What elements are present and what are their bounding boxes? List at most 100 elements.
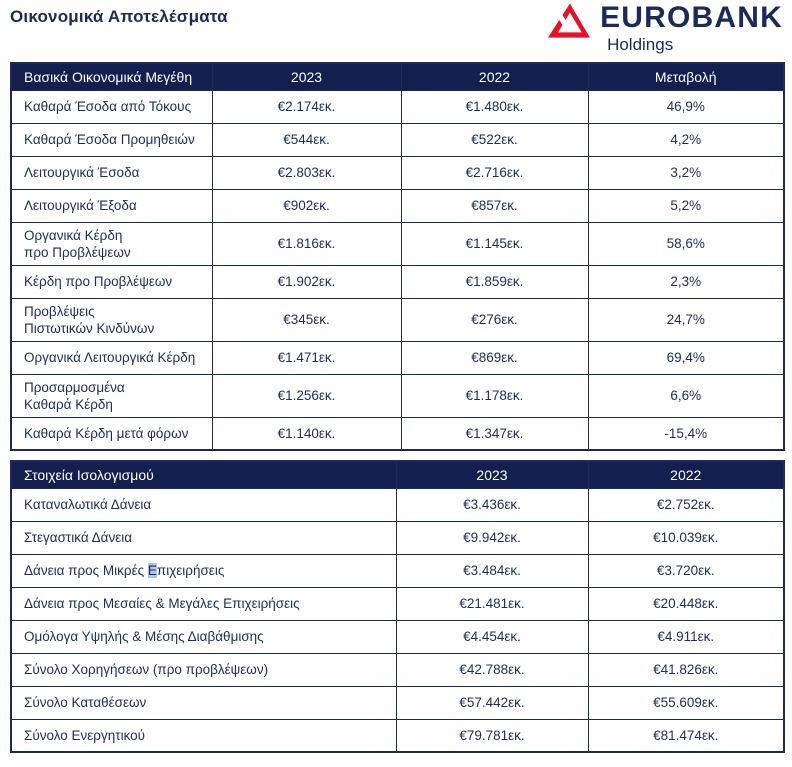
selected-character: Ε [147, 563, 157, 578]
value-2023-cell: €3.484εκ. [395, 553, 589, 588]
row-label-cell: Καθαρά Έσοδα Προμηθειών [10, 122, 213, 157]
results-row: Προβλέψεις Πιστωτικών Κινδύνων €345εκ. €27… [10, 297, 785, 342]
value-2022-cell: €1.347εκ. [400, 416, 589, 451]
logo-subtitle-text: Holdings [607, 35, 674, 54]
balance-header-row: Στοιχεία Ισολογισμού 2023 2022 [10, 460, 785, 489]
value-2022-cell: €81.474εκ. [587, 718, 785, 753]
value-2023-cell: €4.454εκ. [395, 619, 589, 654]
row-label-cell: Οργανικά Λειτουργικά Κέρδη [10, 340, 213, 375]
results-row: Καθαρά Έσοδα από Τόκους €2.174εκ. €1.480εκ… [10, 89, 785, 124]
value-2022-cell: €10.039εκ. [587, 520, 785, 555]
results-row: Κέρδη προ Προβλέψεων €1.902εκ. €1.859εκ. 2,… [10, 264, 785, 299]
row-label-cell: Ομόλογα Υψηλής & Μέσης Διαβάθμισης [10, 619, 397, 654]
balance-row: Σύνολο Καταθέσεων €57.442εκ. €55.609εκ. [10, 685, 785, 720]
balance-header-2022: 2022 [587, 460, 785, 489]
change-percent-cell: 4,2% [587, 122, 785, 157]
results-header-row: Βασικά Οικονομικά Μεγέθη 2023 2022 Μεταβ… [10, 62, 785, 91]
value-2023-cell: €1.256εκ. [211, 373, 402, 418]
logo-brand-text: EUROBANK [600, 1, 783, 34]
balance-header-label: Στοιχεία Ισολογισμού [10, 460, 397, 489]
value-2022-cell: €857εκ. [400, 188, 589, 223]
value-2023-cell: €57.442εκ. [395, 685, 589, 720]
eurobank-logo: EUROBANK Holdings [547, 1, 783, 55]
balance-row: Καταναλωτικά Δάνεια €3.436εκ. €2.752εκ. [10, 487, 785, 522]
results-row: Καθαρά Έσοδα Προμηθειών €544εκ. €522εκ. 4,2… [10, 122, 785, 157]
change-percent-cell: 46,9% [587, 89, 785, 124]
value-2022-cell: €55.609εκ. [587, 685, 785, 720]
results-row: Καθαρά Κέρδη μετά φόρων €1.140εκ. €1.347εκ… [10, 416, 785, 451]
change-percent-cell: 24,7% [587, 297, 785, 342]
value-2022-cell: €2.752εκ. [587, 487, 785, 522]
row-label-cell: Προσαρμοσμένα Καθαρά Κέρδη [10, 373, 213, 418]
value-2022-cell: €1.178εκ. [400, 373, 589, 418]
value-2023-cell: €42.788εκ. [395, 652, 589, 687]
results-row: Προσαρμοσμένα Καθαρά Κέρδη €1.256εκ. €1.17… [10, 373, 785, 418]
value-2022-cell: €1.480εκ. [400, 89, 589, 124]
eurobank-triangle-icon [547, 3, 591, 38]
change-percent-cell: 58,6% [587, 221, 785, 266]
results-table-body: Καθαρά Έσοδα από Τόκους €2.174εκ. €1.480εκ… [10, 89, 785, 451]
change-percent-cell: -15,4% [587, 416, 785, 451]
value-2023-cell: €2.803εκ. [211, 155, 402, 190]
value-2023-cell: €21.481εκ. [395, 586, 589, 621]
value-2023-cell: €3.436εκ. [395, 487, 589, 522]
row-label-cell: Σύνολο Καταθέσεων [10, 685, 397, 720]
row-label-cell: Δάνεια προς Μεσαίες & Μεγάλες Επιχειρήσε… [10, 586, 397, 621]
value-2023-cell: €1.140εκ. [211, 416, 402, 451]
value-2022-cell: €3.720εκ. [587, 553, 785, 588]
change-percent-cell: 69,4% [587, 340, 785, 375]
balance-row: Δάνεια προς Μεσαίες & Μεγάλες Επιχειρήσε… [10, 586, 785, 621]
results-row: Οργανικά Κέρδη προ Προβλέψεων €1.816εκ. €1… [10, 221, 785, 266]
results-header-2022: 2022 [400, 62, 589, 91]
change-percent-cell: 3,2% [587, 155, 785, 190]
row-label-cell: Κέρδη προ Προβλέψεων [10, 264, 213, 299]
value-2022-cell: €276εκ. [400, 297, 589, 342]
results-header-change: Μεταβολή [587, 62, 785, 91]
change-percent-cell: 5,2% [587, 188, 785, 223]
value-2023-cell: €902εκ. [211, 188, 402, 223]
balance-row: Σύνολο Χορηγήσεων (προ προβλέψεων) €42.78… [10, 652, 785, 687]
balance-row: Σύνολο Ενεργητικού €79.781εκ. €81.474εκ. [10, 718, 785, 753]
balance-row: Δάνεια προς Μικρές Επιχειρήσεις €3.484εκ.… [10, 553, 785, 588]
results-header-label: Βασικά Οικονομικά Μεγέθη [10, 62, 213, 91]
balance-header-2023: 2023 [395, 460, 589, 489]
row-label-cell: Καθαρά Έσοδα από Τόκους [10, 89, 213, 124]
value-2022-cell: €2.716εκ. [400, 155, 589, 190]
value-2023-cell: €79.781εκ. [395, 718, 589, 753]
value-2022-cell: €522εκ. [400, 122, 589, 157]
row-label-cell: Οργανικά Κέρδη προ Προβλέψεων [10, 221, 213, 266]
value-2022-cell: €4.911εκ. [587, 619, 785, 654]
value-2022-cell: €41.826εκ. [587, 652, 785, 687]
value-2022-cell: €20.448εκ. [587, 586, 785, 621]
results-row: Λειτουργικά Έξοδα €902εκ. €857εκ. 5,2% [10, 188, 785, 223]
page-title: Οικονομικά Αποτελέσματα [10, 7, 228, 26]
results-row: Οργανικά Λειτουργικά Κέρδη €1.471εκ. €869ε… [10, 340, 785, 375]
row-label-cell: Καταναλωτικά Δάνεια [10, 487, 397, 522]
value-2023-cell: €1.816εκ. [211, 221, 402, 266]
value-2023-cell: €9.942εκ. [395, 520, 589, 555]
change-percent-cell: 2,3% [587, 264, 785, 299]
results-row: Λειτουργικά Έσοδα €2.803εκ. €2.716εκ. 3,2% [10, 155, 785, 190]
change-percent-cell: 6,6% [587, 373, 785, 418]
value-2022-cell: €869εκ. [400, 340, 589, 375]
value-2022-cell: €1.145εκ. [400, 221, 589, 266]
row-label-cell: Σύνολο Ενεργητικού [10, 718, 397, 753]
row-label-cell: Δάνεια προς Μικρές Επιχειρήσεις [10, 553, 397, 588]
value-2022-cell: €1.859εκ. [400, 264, 589, 299]
balance-row: Ομόλογα Υψηλής & Μέσης Διαβάθμισης €4.454… [10, 619, 785, 654]
balance-sheet-table: Στοιχεία Ισολογισμού 2023 2022 Καταναλωτ… [10, 460, 785, 753]
value-2023-cell: €345εκ. [211, 297, 402, 342]
value-2023-cell: €2.174εκ. [211, 89, 402, 124]
balance-table-body: Καταναλωτικά Δάνεια €3.436εκ. €2.752εκ. Στε… [10, 487, 785, 753]
row-label-cell: Λειτουργικά Έσοδα [10, 155, 213, 190]
value-2023-cell: €1.902εκ. [211, 264, 402, 299]
balance-row: Στεγαστικά Δάνεια €9.942εκ. €10.039εκ. [10, 520, 785, 555]
results-table: Βασικά Οικονομικά Μεγέθη 2023 2022 Μεταβ… [10, 62, 785, 451]
row-label-cell: Σύνολο Χορηγήσεων (προ προβλέψεων) [10, 652, 397, 687]
row-label-cell: Λειτουργικά Έξοδα [10, 188, 213, 223]
results-header-2023: 2023 [211, 62, 402, 91]
logo-text-block: EUROBANK Holdings [600, 1, 783, 55]
row-label-cell: Προβλέψεις Πιστωτικών Κινδύνων [10, 297, 213, 342]
value-2023-cell: €544εκ. [211, 122, 402, 157]
row-label-cell: Καθαρά Κέρδη μετά φόρων [10, 416, 213, 451]
